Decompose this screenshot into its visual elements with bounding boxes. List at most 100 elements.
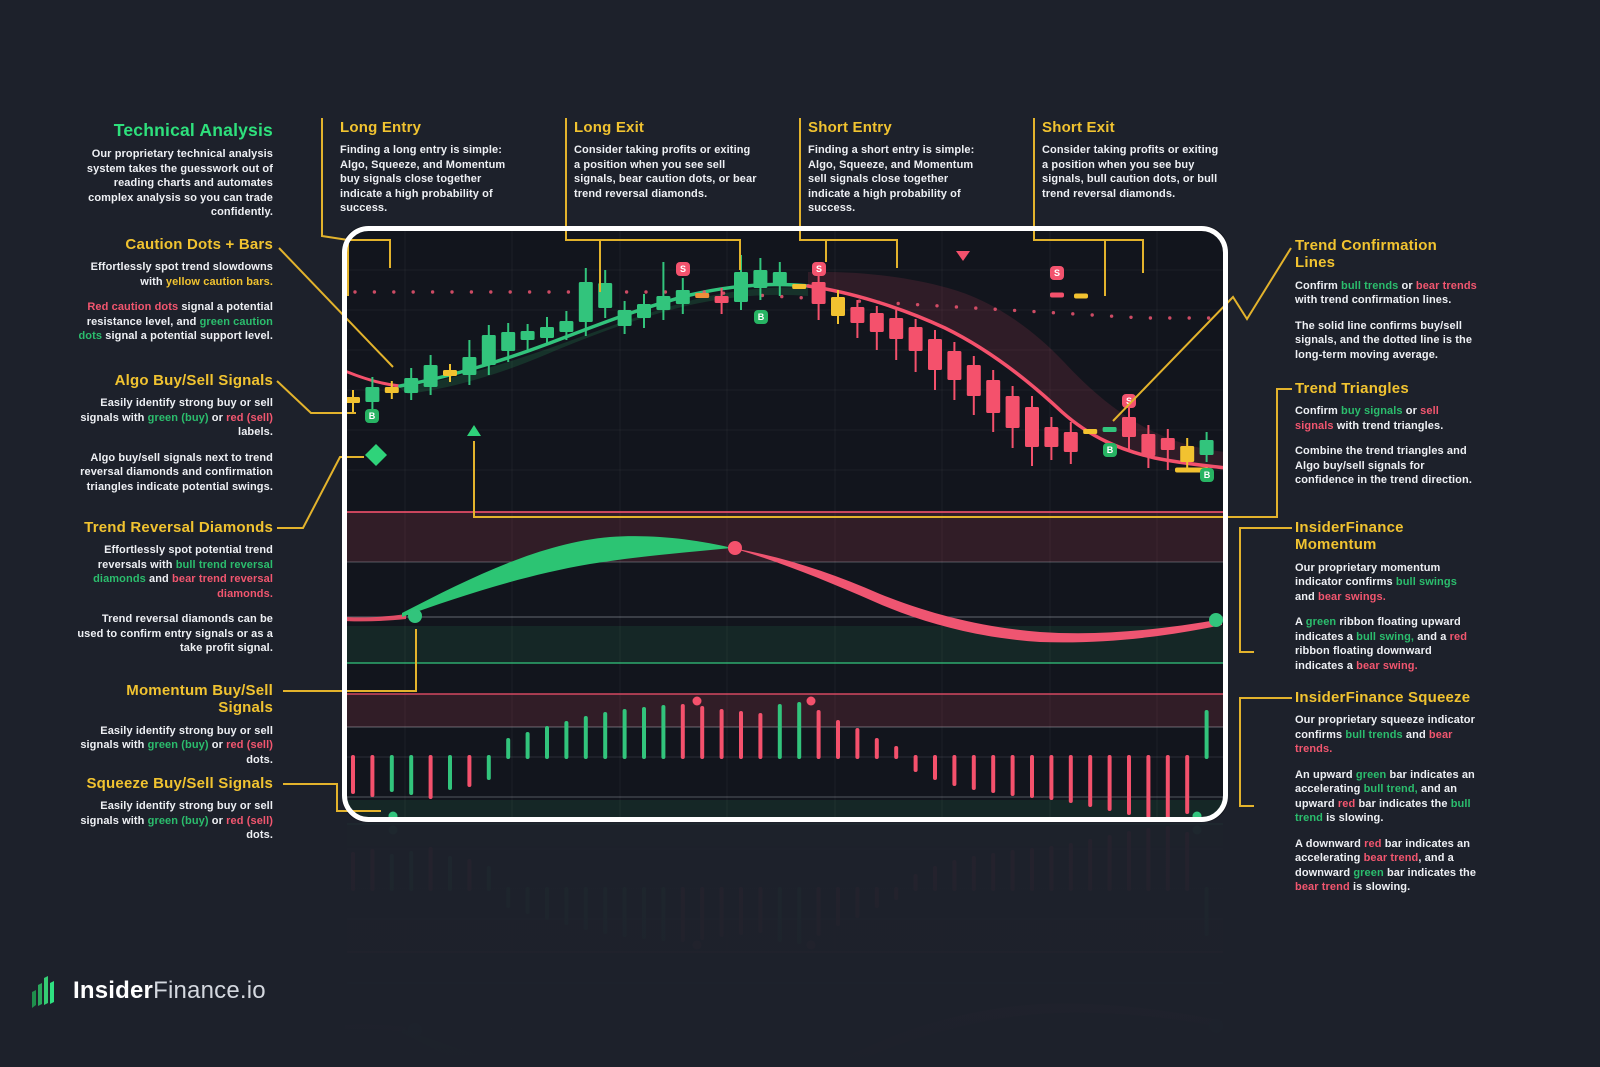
candle-body xyxy=(986,380,1001,413)
caution-dot xyxy=(644,290,648,294)
algo-buy-badge: B xyxy=(1200,468,1214,482)
momentum-pane-connector xyxy=(1239,527,1292,653)
annotation-heading-tt: Trend Triangles xyxy=(1295,380,1409,397)
momentum-sell-dot xyxy=(728,541,742,555)
momentum-bear-band xyxy=(347,512,1223,562)
bear-trend-ribbon xyxy=(808,271,1223,468)
annotation-block-tech: Technical Analysis Our proprietary techni… xyxy=(73,120,273,231)
squeeze-sell-dot xyxy=(692,696,702,706)
caution-dot xyxy=(799,296,803,300)
reflection-fade xyxy=(330,826,1240,1067)
annotation-heading-short-exit: Short Exit xyxy=(1042,119,1115,136)
candle-body xyxy=(1141,434,1156,456)
logo-text: InsiderFinance.io xyxy=(73,977,266,1005)
algo-sell-badge: S xyxy=(1122,394,1136,408)
caution-dot xyxy=(896,301,900,306)
annotation-block-short-entry: Short Entry Finding a short entry is simp… xyxy=(808,119,992,227)
candle-body xyxy=(889,318,904,339)
squeeze-buy-dot xyxy=(388,811,398,817)
caution-dot xyxy=(741,292,745,296)
annotation-paragraph: Finding a short entry is simple: Algo, S… xyxy=(808,144,975,215)
logo-bars-icon xyxy=(32,976,54,1008)
annotation-heading-algo: Algo Buy/Sell Signals xyxy=(114,372,273,389)
candle-body xyxy=(578,282,593,322)
candle-body xyxy=(966,365,981,396)
caution-dot xyxy=(1109,314,1114,318)
candle-body xyxy=(772,272,787,286)
annotation-paragraph: Easily identify strong buy or sell signa… xyxy=(80,800,273,842)
caution-dot xyxy=(915,302,920,307)
candle-body xyxy=(1122,417,1136,437)
annotation-block-squeeze-sig: Squeeze Buy/Sell Signals Easily identify … xyxy=(73,775,273,854)
annotation-block-long-exit: Long Exit Consider taking profits or exit… xyxy=(574,119,758,212)
annotation-heading-short-entry: Short Entry xyxy=(808,119,892,136)
candle-body xyxy=(947,351,962,380)
caution-dot xyxy=(877,300,881,305)
annotation-heading-ifs: InsiderFinance Squeeze xyxy=(1295,689,1471,706)
annotation-block-long-entry: Long Entry Finding a long entry is simple… xyxy=(340,119,524,227)
bull-trend-triangle-icon xyxy=(467,425,481,436)
caution-dot xyxy=(547,290,551,294)
caution-dot xyxy=(1071,312,1075,316)
candle-body xyxy=(423,365,438,387)
caution-dot xyxy=(489,290,493,294)
bear-confirmation-line-left xyxy=(347,369,402,388)
annotation-paragraph: Effortlessly spot potential trend revers… xyxy=(93,544,273,600)
candle-body xyxy=(850,307,865,323)
caution-bar xyxy=(1083,429,1098,434)
svg-text:S: S xyxy=(680,264,686,274)
candle-body xyxy=(869,313,884,332)
annotation-paragraph: A green ribbon floating upward indicates… xyxy=(1295,616,1468,672)
chart-panel-border xyxy=(342,226,1228,822)
caution-dot xyxy=(1206,316,1211,320)
candle-body xyxy=(714,296,729,303)
annotation-paragraph: Trend reversal diamonds can be used to c… xyxy=(77,613,273,655)
annotation-block-reversal: Trend Reversal Diamonds Effortlessly spot… xyxy=(73,519,273,667)
caution-dot xyxy=(1032,309,1036,314)
annotation-paragraph: Easily identify strong buy or sell signa… xyxy=(80,724,273,766)
caution-dot xyxy=(430,290,435,294)
squeeze-bear-band xyxy=(347,694,1223,727)
trend-reversal-diamond-icon xyxy=(365,444,387,466)
candle-body xyxy=(695,293,710,298)
annotation-paragraph: Our proprietary technical analysis syste… xyxy=(86,148,273,219)
candle-body xyxy=(617,310,632,326)
svg-text:B: B xyxy=(758,312,765,322)
algo-buy-badge: B xyxy=(365,409,379,423)
bear-confirmation-line xyxy=(806,284,1223,470)
candle-body xyxy=(462,357,477,375)
reversal-connector xyxy=(277,456,364,529)
caution-dot xyxy=(605,290,609,294)
caution-dot xyxy=(683,290,687,294)
svg-text:S: S xyxy=(816,264,822,274)
caution-dot xyxy=(353,290,357,294)
caution-dot xyxy=(1168,316,1172,320)
caution-bar xyxy=(831,297,845,316)
annotation-heading-tcl: Trend Confirmation Lines xyxy=(1295,237,1437,272)
annotation-block-caution: Caution Dots + Bars Effortlessly spot tre… xyxy=(73,236,273,355)
annotation-block-momentum-sig: Momentum Buy/Sell Signals Easily identify… xyxy=(73,682,273,778)
candle-body xyxy=(1199,440,1214,455)
annotation-block-short-exit: Short Exit Consider taking profits or exi… xyxy=(1042,119,1226,212)
logo-text-light: Finance.io xyxy=(153,977,266,1004)
algo-connector xyxy=(276,380,356,414)
caution-dot xyxy=(1012,308,1017,313)
caution-dot xyxy=(1129,315,1133,319)
caution-dot xyxy=(392,290,396,294)
panel-reflection xyxy=(343,822,1228,1067)
squeeze-pane-connector xyxy=(1239,697,1292,807)
candle-body xyxy=(637,304,651,318)
caution-dot xyxy=(624,290,629,294)
candle-body xyxy=(928,339,942,370)
squeeze-buy-dot xyxy=(1192,811,1202,817)
annotation-paragraph: Confirm buy signals or sell signals with… xyxy=(1295,405,1444,432)
svg-text:B: B xyxy=(1107,445,1114,455)
momentum-buy-dot xyxy=(1209,613,1223,627)
annotation-paragraph: Our proprietary momentum indicator confi… xyxy=(1295,561,1457,603)
caution-dot xyxy=(1148,316,1153,320)
annotation-block-tt: Trend Triangles Confirm buy signals or se… xyxy=(1295,380,1477,499)
trend-triangles-connector xyxy=(473,388,1292,518)
candle-body xyxy=(404,378,419,393)
caution-bar xyxy=(384,387,399,393)
caution-dot xyxy=(974,306,978,310)
